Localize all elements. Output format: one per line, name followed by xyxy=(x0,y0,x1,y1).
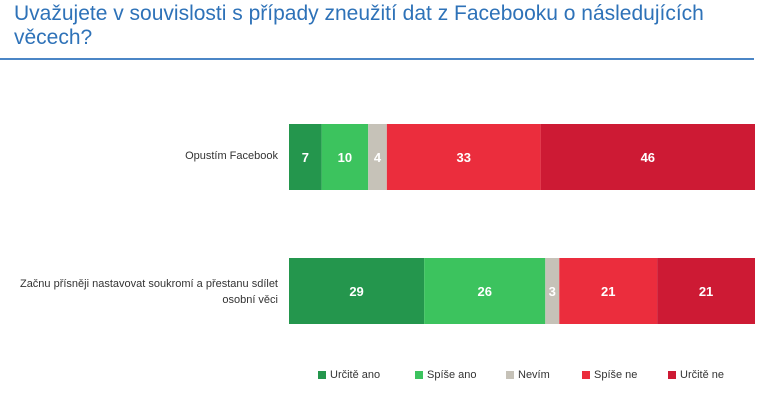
legend-item-urcite-ne: Určitě ne xyxy=(668,369,724,381)
legend-label: Určitě ne xyxy=(680,369,725,381)
legend-swatch xyxy=(415,371,423,379)
data-label-1-3: 21 xyxy=(601,284,615,299)
legend-item-spise-ano: Spíše ano xyxy=(415,369,477,381)
legend-item-spise-ne: Spíše ne xyxy=(582,369,637,381)
category-label-1: Začnu přísněji nastavovat soukromí a pře… xyxy=(19,278,278,306)
title-divider xyxy=(0,58,754,60)
data-label-0-0: 7 xyxy=(302,150,309,165)
data-label-0-2: 4 xyxy=(374,150,382,165)
legend-label: Určitě ano xyxy=(330,369,381,381)
data-label-1-0: 29 xyxy=(349,284,363,299)
data-label-1-1: 26 xyxy=(477,284,491,299)
bar-segment-0-4 xyxy=(540,124,755,190)
legend-swatch xyxy=(318,371,326,379)
legend-swatch xyxy=(506,371,514,379)
data-label-0-1: 10 xyxy=(338,150,352,165)
legend-swatch xyxy=(582,371,590,379)
legend-item-urcite-ano: Určitě ano xyxy=(318,369,380,381)
data-label-1-4: 21 xyxy=(699,284,713,299)
data-label-0-4: 46 xyxy=(641,150,655,165)
bar-segment-0-1 xyxy=(321,124,369,190)
chart-title: Uvažujete v souvislosti s případy zneuži… xyxy=(14,2,704,49)
category-label-0: Opustím Facebook xyxy=(185,150,278,162)
data-label-0-3: 33 xyxy=(457,150,471,165)
bar-segment-1-2 xyxy=(545,258,560,324)
bar-segment-0-0 xyxy=(289,124,322,190)
legend-item-nevim: Nevím xyxy=(506,369,550,381)
bar-segment-1-0 xyxy=(289,258,425,324)
bar-segment-0-3 xyxy=(386,124,541,190)
legend-label: Spíše ne xyxy=(594,369,638,381)
bar-segment-1-1 xyxy=(424,258,546,324)
legend-label: Spíše ano xyxy=(427,369,477,381)
legend-swatch xyxy=(668,371,676,379)
legend-label: Nevím xyxy=(518,369,550,381)
data-label-1-2: 3 xyxy=(549,284,556,299)
bar-segment-1-4 xyxy=(657,258,755,324)
chart-legend: Určitě ano Spíše ano Nevím Spíše ne Urči… xyxy=(0,369,768,385)
bar-segment-1-3 xyxy=(559,258,658,324)
bar-segment-0-2 xyxy=(368,124,387,190)
